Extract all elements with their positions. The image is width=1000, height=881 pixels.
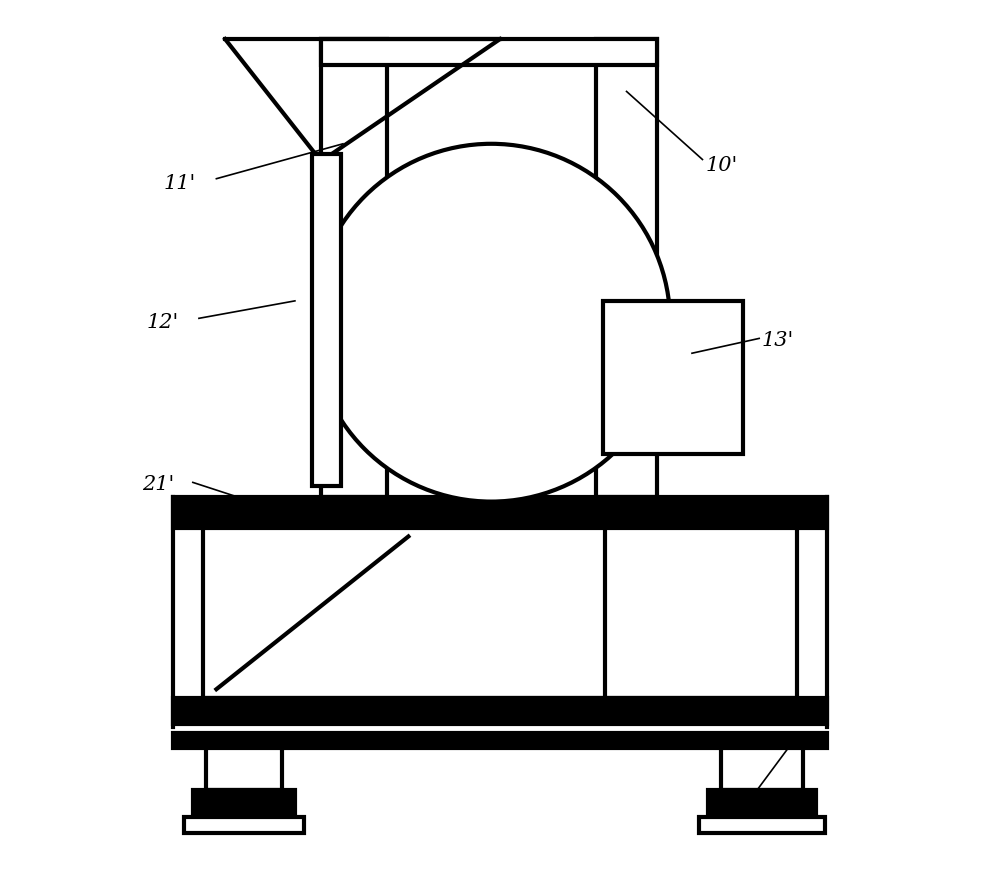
- Bar: [203, 802, 217, 816]
- Text: 12': 12': [147, 313, 179, 332]
- Bar: [718, 802, 732, 816]
- Bar: [173, 698, 827, 724]
- Text: 22': 22': [797, 732, 829, 751]
- Bar: [193, 789, 295, 818]
- Text: 20': 20': [692, 514, 724, 533]
- Bar: [699, 818, 825, 833]
- Bar: [321, 39, 657, 65]
- Bar: [203, 528, 797, 698]
- Bar: [321, 39, 387, 497]
- Bar: [173, 497, 827, 528]
- Bar: [603, 301, 743, 454]
- Bar: [224, 802, 238, 816]
- Bar: [184, 818, 304, 833]
- Text: 11': 11': [164, 174, 196, 193]
- Bar: [312, 154, 341, 486]
- Bar: [250, 802, 264, 816]
- Bar: [206, 748, 282, 789]
- Bar: [721, 748, 803, 789]
- Bar: [596, 39, 657, 497]
- Text: 13': 13': [762, 330, 794, 350]
- Bar: [270, 802, 284, 816]
- Circle shape: [312, 144, 670, 501]
- Bar: [791, 802, 805, 816]
- Bar: [742, 802, 756, 816]
- Bar: [708, 789, 816, 818]
- Text: 21': 21': [142, 475, 174, 493]
- Bar: [173, 733, 827, 748]
- Text: 10': 10': [705, 156, 737, 175]
- Bar: [768, 802, 782, 816]
